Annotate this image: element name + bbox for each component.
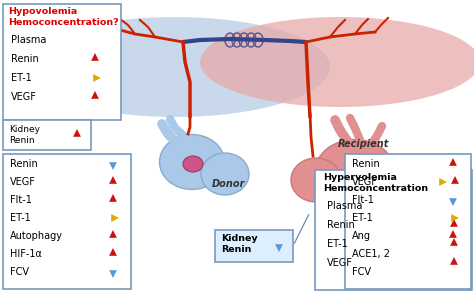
Text: ET-1: ET-1 <box>352 213 373 223</box>
FancyBboxPatch shape <box>3 4 121 120</box>
FancyBboxPatch shape <box>345 154 471 289</box>
FancyBboxPatch shape <box>215 230 293 262</box>
Polygon shape <box>111 214 119 222</box>
Polygon shape <box>91 53 99 61</box>
Polygon shape <box>93 74 101 82</box>
Ellipse shape <box>20 17 330 117</box>
FancyBboxPatch shape <box>3 154 131 289</box>
Text: Renin: Renin <box>327 220 355 230</box>
Ellipse shape <box>291 158 341 202</box>
Polygon shape <box>450 257 458 265</box>
Ellipse shape <box>183 156 203 172</box>
Text: Recipient: Recipient <box>337 139 389 149</box>
Polygon shape <box>451 214 459 222</box>
Text: Plasma: Plasma <box>11 35 46 45</box>
Polygon shape <box>275 244 283 252</box>
Polygon shape <box>109 230 117 238</box>
Text: Hypervolemia
Hemoconcentration: Hypervolemia Hemoconcentration <box>323 173 428 193</box>
Ellipse shape <box>201 153 249 195</box>
Text: Hypovolemia
Hemoconcentration?: Hypovolemia Hemoconcentration? <box>8 7 118 27</box>
Text: VEGF: VEGF <box>11 92 37 102</box>
Polygon shape <box>109 270 117 278</box>
Text: ET-1: ET-1 <box>11 73 32 83</box>
Ellipse shape <box>159 135 225 190</box>
Text: ACE1, 2: ACE1, 2 <box>352 249 390 259</box>
Polygon shape <box>449 198 457 206</box>
Text: Kidney
Renin: Kidney Renin <box>9 125 40 145</box>
Polygon shape <box>91 91 99 99</box>
Ellipse shape <box>340 169 360 185</box>
Polygon shape <box>449 230 457 238</box>
Text: HIF-1α: HIF-1α <box>10 249 42 259</box>
Text: Flt-1: Flt-1 <box>10 195 32 205</box>
Polygon shape <box>109 248 117 256</box>
Polygon shape <box>450 219 458 227</box>
Polygon shape <box>449 158 457 166</box>
FancyBboxPatch shape <box>3 120 91 150</box>
Text: Ang: Ang <box>352 231 371 241</box>
Text: Kidney
Renin: Kidney Renin <box>221 234 258 254</box>
Text: ET-1: ET-1 <box>327 239 348 249</box>
Polygon shape <box>109 194 117 202</box>
Text: ET-1: ET-1 <box>10 213 31 223</box>
FancyBboxPatch shape <box>315 170 472 290</box>
Text: Donor: Donor <box>211 179 245 189</box>
Text: Flt-1: Flt-1 <box>352 195 374 205</box>
Polygon shape <box>109 176 117 184</box>
Ellipse shape <box>200 17 474 107</box>
Text: Plasma: Plasma <box>327 201 363 211</box>
Text: Autophagy: Autophagy <box>10 231 63 241</box>
Text: VEGF: VEGF <box>352 177 378 187</box>
Text: VEGF: VEGF <box>10 177 36 187</box>
Polygon shape <box>439 178 447 186</box>
Text: Renin: Renin <box>352 159 380 169</box>
Polygon shape <box>451 176 459 184</box>
Text: Renin: Renin <box>11 54 39 64</box>
Text: Renin: Renin <box>10 159 38 169</box>
Polygon shape <box>73 129 81 137</box>
Text: FCV: FCV <box>352 267 371 277</box>
Polygon shape <box>109 162 117 170</box>
Ellipse shape <box>315 140 395 204</box>
Text: FCV: FCV <box>10 267 29 277</box>
Text: VEGF: VEGF <box>327 258 353 268</box>
Polygon shape <box>450 238 458 246</box>
